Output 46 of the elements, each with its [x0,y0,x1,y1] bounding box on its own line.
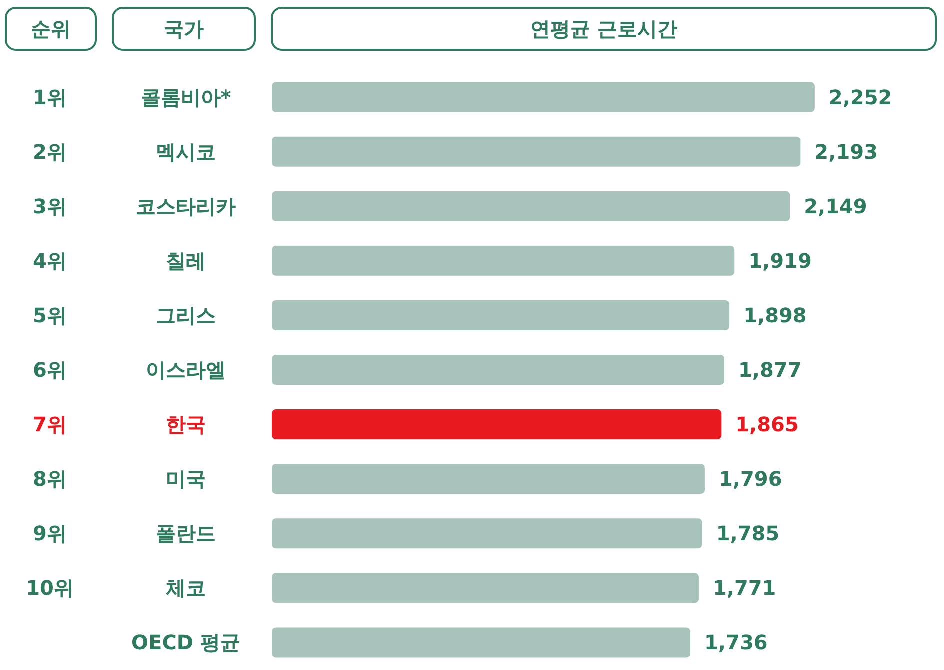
bar [272,518,702,549]
bar [272,355,725,385]
bar [272,82,815,112]
bar [272,191,790,222]
data-label: 2,252 [828,85,892,110]
data-label: 1,919 [748,248,812,273]
y-tick-label: OECD 평균 [132,630,240,655]
y-tick-label: 한국 [166,412,206,437]
y-tick-label: 체코 [165,576,206,600]
bar [272,464,705,494]
bar [272,628,691,658]
y-tick-label: 이스라엘 [146,358,226,382]
x-axis-title: 연평균 근로시간 [530,17,678,41]
y-axis-title: 국가 [164,17,204,41]
data-label: 1,877 [738,358,802,382]
text: 5위 [33,303,67,328]
text: 9위 [33,522,67,546]
data-label: 1,771 [712,576,776,600]
text: 10위 [26,576,74,600]
y-tick-label: 미국 [166,467,206,492]
text: 3위 [33,194,67,218]
bar [272,246,735,276]
data-label: 2,193 [814,140,878,164]
text: 2위 [33,140,67,164]
text: 순위 [31,17,71,41]
bar [272,573,699,604]
data-label: 1,898 [744,303,807,328]
text: 1위 [33,85,67,110]
y-tick-label: 그리스 [156,303,216,328]
text: 7위 [33,412,67,437]
y-tick-label: 코스타리카 [136,194,236,218]
text: 8위 [33,467,67,492]
bar [272,300,730,330]
y-tick-label: 멕시코 [156,140,216,164]
y-tick-label: 콜롬비아* [140,85,232,110]
text: 4위 [33,248,67,273]
data-label: 1,736 [704,630,768,655]
bar [272,136,801,167]
data-label: 1,785 [716,522,780,546]
y-tick-label: 칠레 [166,248,206,273]
data-label: 1,865 [736,412,799,437]
y-tick-label: 폴란드 [156,522,216,546]
bar [272,410,722,440]
text: 6위 [33,358,67,382]
data-label: 2,149 [804,194,868,218]
data-label: 1,796 [718,467,782,492]
